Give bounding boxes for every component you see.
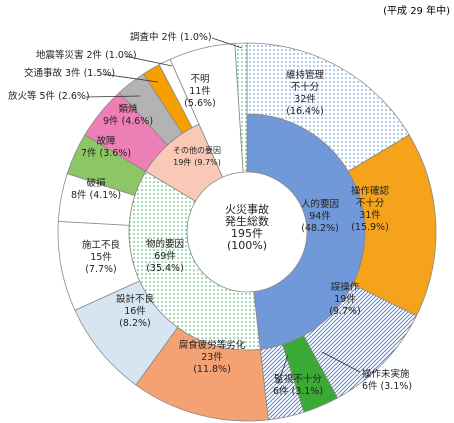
label-text: 19件	[334, 294, 356, 305]
label-text: (15.9%)	[351, 222, 389, 233]
segment-label: 火災事故発生総数 195件 (100%)	[225, 204, 269, 252]
label-text: 不明	[190, 74, 210, 85]
label-text: 8件	[70, 190, 87, 201]
label-text: 人的要因	[300, 199, 340, 210]
label-text: 設計不良	[115, 294, 155, 305]
label-text: 交通事故	[24, 68, 63, 79]
leader-line	[124, 55, 173, 67]
label-text: 破損	[86, 178, 106, 189]
segment-label: 地震等災害 2件 (1.0%)	[36, 50, 137, 62]
label-text: 9件	[102, 116, 119, 127]
segment-label: 誤操作 19件 (9.7%)	[329, 282, 361, 318]
label-text: (3.1%)	[291, 386, 324, 397]
label-text: 操作未実施	[362, 369, 410, 380]
segment-label: 人的要因 94件 (48.2%)	[301, 199, 339, 235]
label-text: 2件	[86, 50, 103, 61]
label-text: 施工不良	[81, 240, 121, 251]
label-text: (16.4%)	[286, 106, 324, 117]
leader-line	[211, 37, 243, 49]
label-text: (2.6%)	[58, 91, 90, 102]
label-text: (1.5%)	[83, 68, 116, 79]
label-text: 94件	[309, 211, 331, 222]
segment-label: 設計不良 16件 (8.2%)	[116, 294, 154, 330]
label-text: 放火等	[8, 91, 37, 102]
label-text: 操作確認不十分	[351, 186, 390, 209]
label-text: 火災事故発生総数	[225, 203, 269, 228]
label-text: 19件	[173, 158, 192, 167]
leader-line	[277, 354, 289, 385]
segment-label: 故障 7件 (3.6%)	[81, 136, 131, 160]
segment-label: 操作未実施 6件 (3.1%)	[362, 369, 412, 393]
outer-segment	[234, 42, 248, 173]
segment-label: その他の要因 19件 (9.7%)	[173, 145, 221, 169]
label-text: 故障	[96, 136, 116, 147]
note: (平成 29 年中)	[383, 6, 450, 17]
segment-label: 不明 11件 (5.6%)	[184, 74, 216, 110]
label-text: 調査中	[130, 32, 159, 43]
label-text: 物的要因	[145, 239, 185, 250]
segment-label: 監視不十分 6件 (3.1%)	[273, 374, 323, 398]
segment-label: 破損 8件 (4.1%)	[71, 178, 121, 202]
label-text: 地震等災害	[36, 50, 84, 61]
label-text: (5.6%)	[184, 98, 216, 109]
label-text: 31件	[359, 210, 381, 221]
label-text: 2件	[161, 32, 178, 43]
segment-label: 操作確認不十分 31件 (15.9%)	[351, 186, 389, 234]
label-text: 維持管理不十分	[286, 70, 325, 93]
label-text: (3.1%)	[380, 381, 413, 392]
segment-label: 放火等 5件 (2.6%)	[8, 91, 90, 103]
label-text: (1.0%)	[105, 50, 137, 61]
label-text: (35.4%)	[146, 263, 184, 274]
label-text: 32件	[294, 94, 316, 105]
segment-label: 腐食疲労等劣化 23件 (11.8%)	[179, 340, 246, 376]
label-text: (1.0%)	[180, 32, 212, 43]
label-text: 3件	[65, 68, 81, 79]
label-text: (3.6%)	[99, 148, 132, 159]
label-text: (100%)	[226, 239, 268, 252]
segment-label: 交通事故 3件 (1.5%)	[24, 68, 115, 80]
label-text: 16件	[124, 306, 146, 317]
label-text: 5件	[39, 91, 56, 102]
label-text: 類焼	[118, 104, 138, 115]
label-text: 23件	[201, 352, 223, 363]
segment-label: 類焼 9件 (4.6%)	[103, 104, 153, 128]
label-text: (8.2%)	[119, 318, 151, 329]
label-text: その他の要因	[173, 146, 221, 155]
label-text: 腐食疲労等劣化	[178, 340, 246, 351]
label-text: 15件	[90, 252, 112, 263]
label-text: 195件	[231, 227, 263, 240]
leader-line	[101, 73, 159, 83]
label-text: (7.7%)	[85, 264, 117, 275]
segment-label: 物的要因 69件 (35.4%)	[146, 239, 184, 275]
label-text: 6件	[272, 386, 289, 397]
label-text: (9.7%)	[329, 306, 361, 317]
label-text: 誤操作	[330, 282, 360, 293]
leader-line	[85, 95, 141, 98]
label-text: 監視不十分	[274, 374, 322, 385]
label-text: 69件	[154, 251, 176, 262]
label-text: 6件	[362, 381, 378, 392]
label-text: 11件	[189, 86, 211, 97]
label-text: (9.7%)	[194, 158, 221, 167]
label-text: (11.8%)	[193, 364, 231, 375]
label-text: 7件	[80, 148, 97, 159]
label-text: (48.2%)	[301, 223, 339, 234]
label-text: (4.1%)	[89, 190, 122, 201]
segment-label: 施工不良 15件 (7.7%)	[82, 240, 120, 276]
segment-label: 維持管理不十分 32件 (16.4%)	[286, 70, 324, 118]
label-text: (4.6%)	[121, 116, 154, 127]
segment-label: 調査中 2件 (1.0%)	[130, 32, 212, 44]
leader-line	[321, 351, 361, 373]
